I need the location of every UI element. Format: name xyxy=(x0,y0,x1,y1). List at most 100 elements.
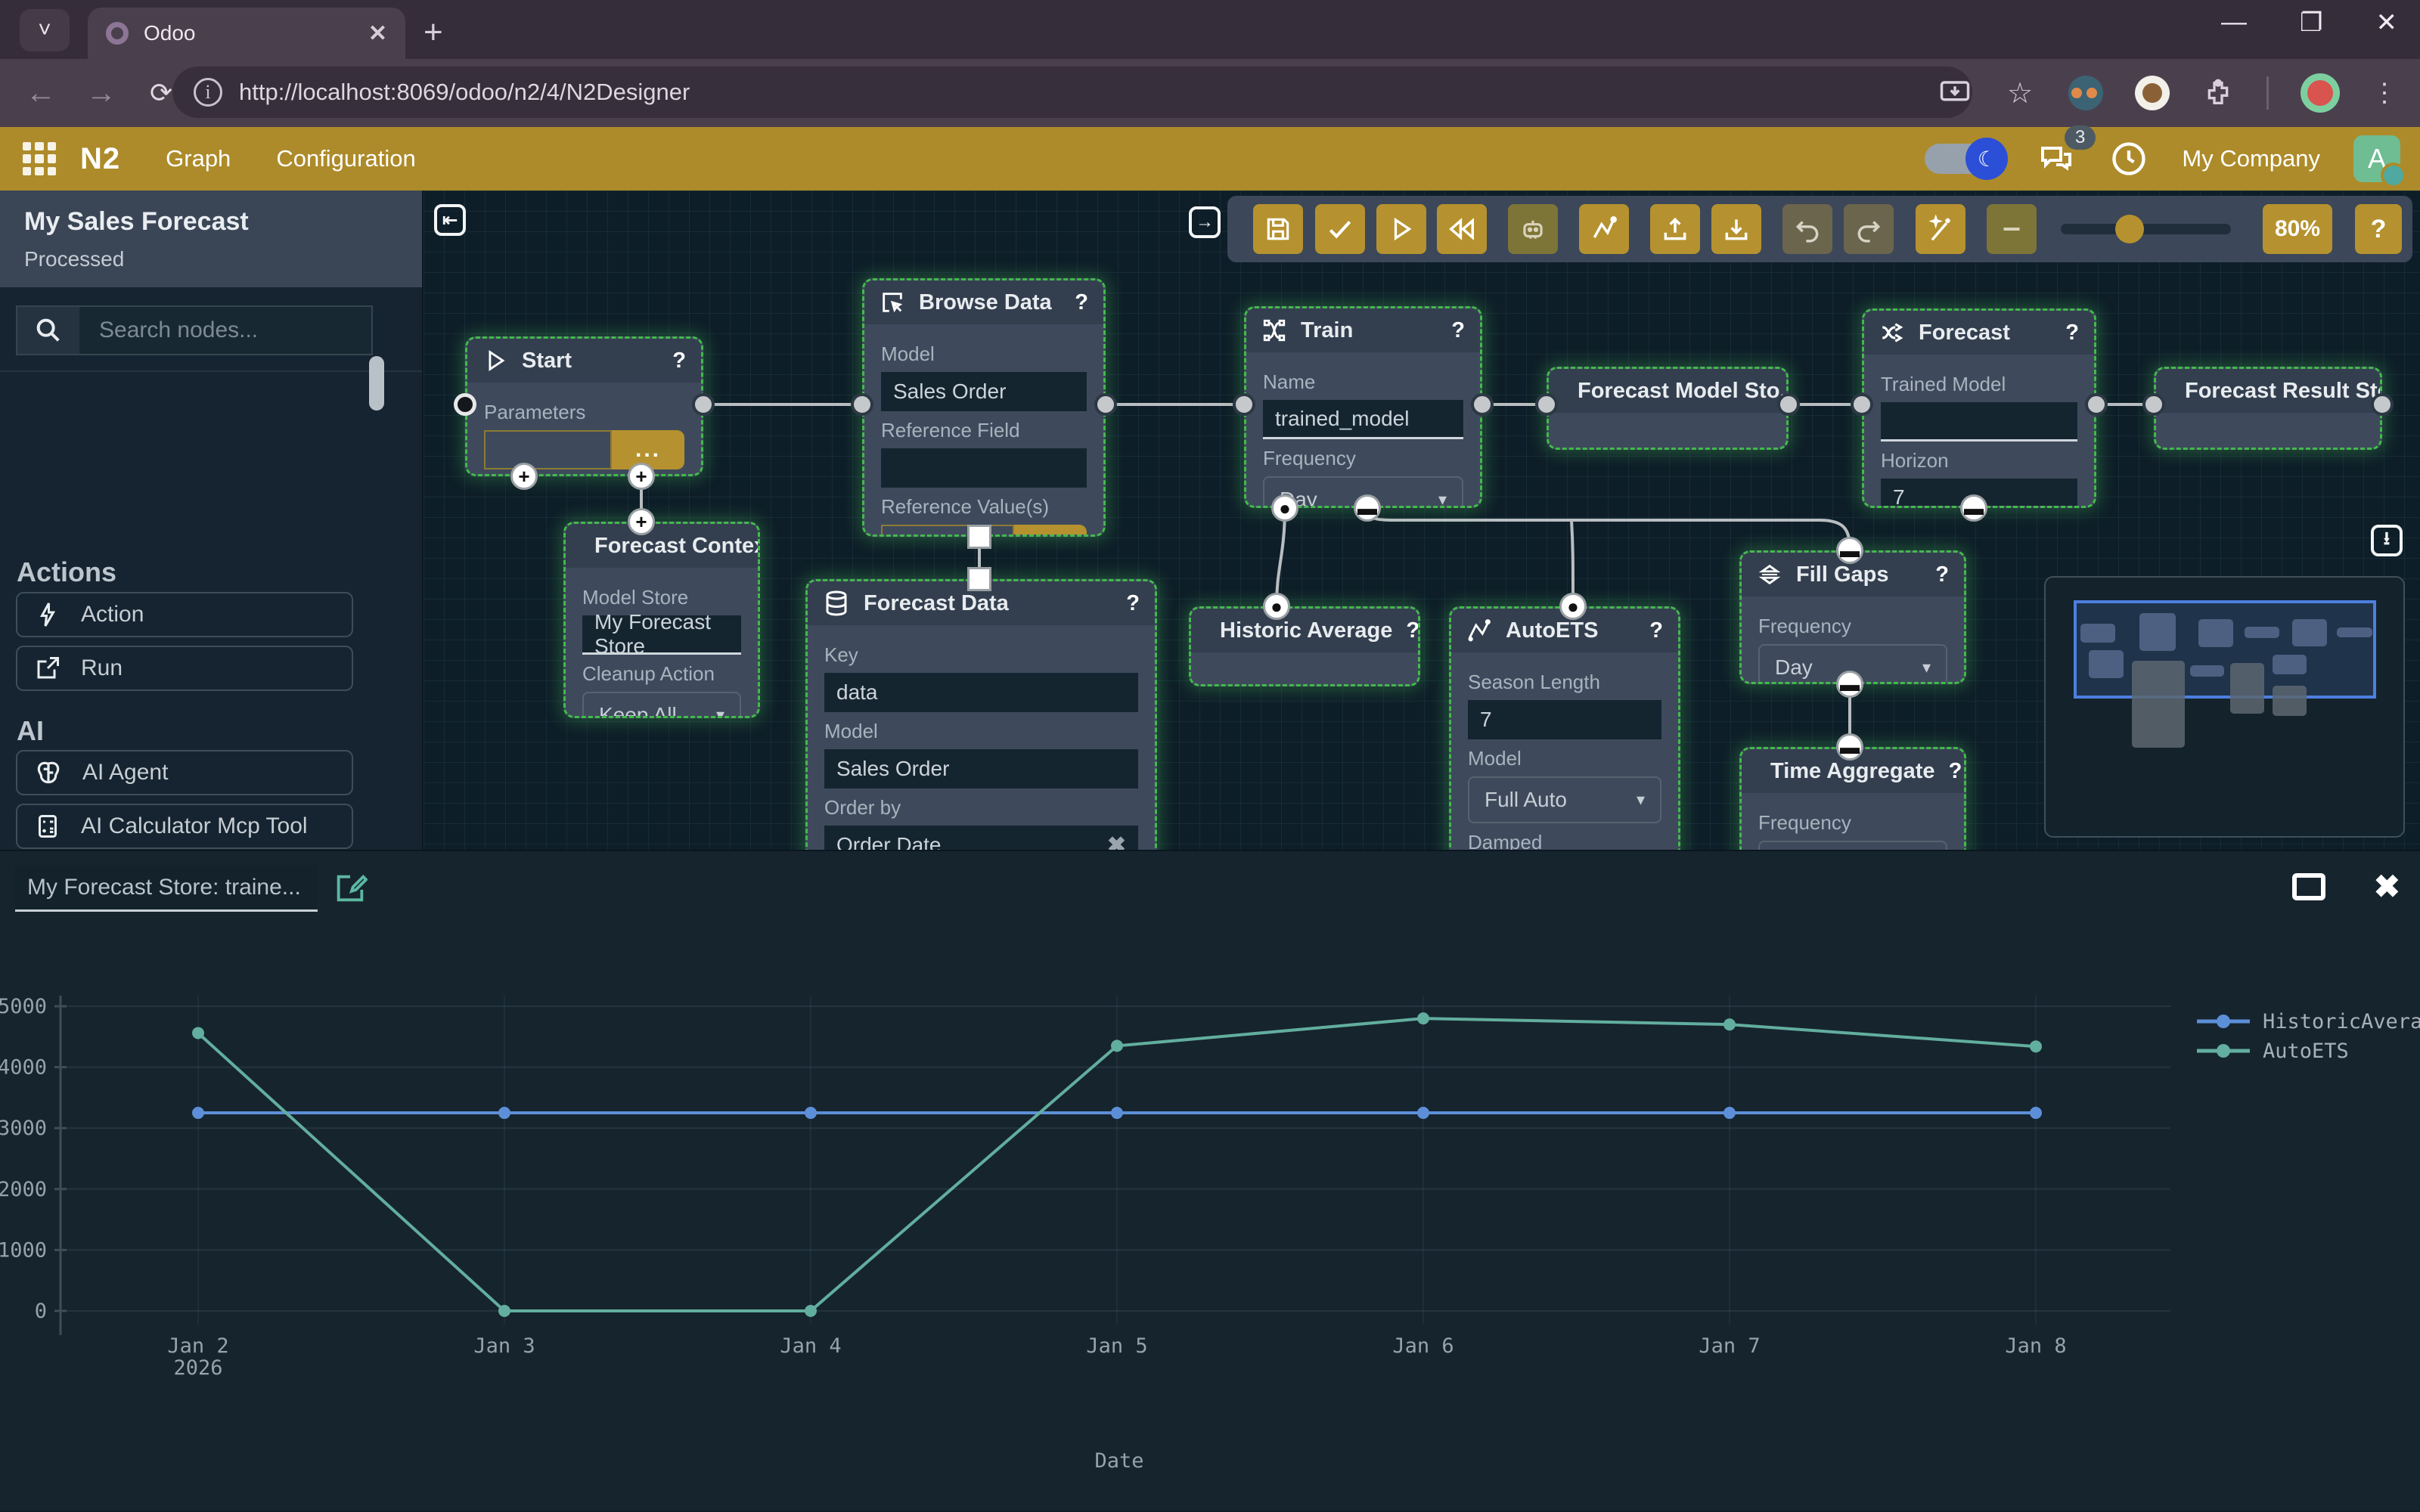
user-avatar[interactable]: A xyxy=(2353,135,2400,182)
window-restore-button[interactable]: ❐ xyxy=(2300,8,2322,38)
port-crosshair[interactable]: + xyxy=(628,463,655,490)
node-help[interactable]: ? xyxy=(2065,321,2079,345)
clear-icon[interactable]: ✖ xyxy=(1107,832,1126,850)
port-browse-in[interactable] xyxy=(851,393,873,416)
activities-clock-icon[interactable] xyxy=(2109,139,2149,178)
port-forecast-out[interactable] xyxy=(2085,393,2108,416)
install-app-icon[interactable] xyxy=(1938,76,1972,110)
port-minus[interactable]: ▬ xyxy=(1836,671,1863,698)
port-minus[interactable]: ▬ xyxy=(1354,494,1381,522)
store-name-input[interactable]: My Forecast Store: traine... xyxy=(15,865,318,912)
minimap-viewport[interactable] xyxy=(2074,600,2376,699)
port-forecast-in[interactable] xyxy=(1851,393,1873,416)
menu-graph[interactable]: Graph xyxy=(166,145,231,172)
extension-avatar-icon[interactable] xyxy=(2068,76,2103,110)
port-model-store-in[interactable] xyxy=(1535,393,1558,416)
tab-search-chevron-icon[interactable]: ˅ xyxy=(20,9,70,51)
port-dot[interactable]: ● xyxy=(1263,593,1290,620)
node-start[interactable]: Start ? Parameters ... xyxy=(465,336,703,476)
sidebar-item-action[interactable]: Action xyxy=(16,592,353,637)
close-panel-icon[interactable]: ✖ xyxy=(2374,868,2400,905)
ellipsis-button[interactable]: ... xyxy=(1014,525,1087,537)
ellipsis-button[interactable]: ... xyxy=(612,430,684,469)
reload-button[interactable]: ⟳ xyxy=(150,77,172,109)
browser-menu-icon[interactable]: ⋮ xyxy=(2372,78,2397,108)
sidebar-item-ai-calculator[interactable]: AI Calculator Mcp Tool xyxy=(16,804,353,849)
window-minimize-button[interactable]: — xyxy=(2221,8,2247,38)
dark-mode-toggle[interactable]: ☾ xyxy=(1925,144,2003,174)
search-input[interactable]: Search nodes... xyxy=(16,305,373,355)
node-help[interactable]: ? xyxy=(1949,759,1962,784)
edit-pencil-icon[interactable] xyxy=(333,871,368,906)
node-forecast[interactable]: Forecast ? Trained Model Horizon 7 xyxy=(1862,308,2096,508)
menu-configuration[interactable]: Configuration xyxy=(276,145,415,172)
node-forecast-data[interactable]: Forecast Data ? Key data Model Sales Ord… xyxy=(805,579,1157,850)
cleanup-action-select[interactable]: Keep All▾ xyxy=(582,692,741,718)
node-time-aggregate[interactable]: Time Aggregate ? Frequency Day▾ xyxy=(1739,747,1966,850)
window-close-button[interactable]: ✕ xyxy=(2376,8,2398,38)
apps-grid-icon[interactable] xyxy=(23,142,56,175)
port-dot[interactable]: ● xyxy=(1271,494,1298,522)
node-help[interactable]: ? xyxy=(672,349,686,373)
port-minus[interactable]: ▬ xyxy=(1836,733,1863,761)
node-help[interactable]: ? xyxy=(1935,562,1949,587)
app-brand[interactable]: N2 xyxy=(80,142,120,176)
port-train-out[interactable] xyxy=(1471,393,1494,416)
browser-tab[interactable]: Odoo ✕ xyxy=(88,8,405,59)
sidebar-item-ai-agent[interactable]: AI Agent xyxy=(16,750,353,795)
company-name[interactable]: My Company xyxy=(2182,145,2320,172)
messages-icon[interactable]: 3 xyxy=(2037,141,2076,177)
node-fill-gaps[interactable]: Fill Gaps ? Frequency Day▾ xyxy=(1739,550,1966,684)
model-store-input[interactable]: My Forecast Store xyxy=(582,615,741,655)
port-crosshair[interactable]: + xyxy=(628,508,655,535)
node-help[interactable]: ? xyxy=(1406,618,1419,643)
node-forecast-context[interactable]: Forecast Context ? Model Store My Foreca… xyxy=(563,522,760,718)
reference-field-input[interactable] xyxy=(881,448,1087,488)
url-bar[interactable]: i http://localhost:8069/odoo/n2/4/N2Desi… xyxy=(172,67,1972,118)
port-minus[interactable]: ▬ xyxy=(1960,494,1987,522)
node-train[interactable]: Train ? Name trained_model Frequency Day… xyxy=(1244,306,1482,508)
site-info-icon[interactable]: i xyxy=(194,78,222,107)
node-historic-average[interactable]: Historic Average ? xyxy=(1189,606,1420,686)
reference-values-input[interactable] xyxy=(881,525,1014,537)
model-input[interactable]: Sales Order xyxy=(824,749,1138,789)
tab-close-icon[interactable]: ✕ xyxy=(368,20,387,47)
bookmark-star-icon[interactable]: ☆ xyxy=(2003,76,2037,110)
sidebar-scrollbar[interactable] xyxy=(369,356,384,411)
node-browse-data[interactable]: Browse Data ? Model Sales Order Referenc… xyxy=(862,278,1106,537)
node-forecast-model-store[interactable]: Forecast Model Sto... ? xyxy=(1547,367,1789,450)
node-help[interactable]: ? xyxy=(1126,591,1140,616)
port-model-store-out[interactable] xyxy=(1777,393,1800,416)
port-result-store-in[interactable] xyxy=(2142,393,2165,416)
maximize-panel-icon[interactable] xyxy=(2292,873,2325,900)
port-start-in[interactable] xyxy=(454,393,476,416)
extension-avatar-icon[interactable] xyxy=(2135,76,2170,110)
port-train-in[interactable] xyxy=(1233,393,1255,416)
name-input[interactable]: trained_model xyxy=(1263,400,1463,439)
forward-button[interactable]: → xyxy=(86,76,116,110)
port-square[interactable] xyxy=(967,525,991,549)
port-result-store-out[interactable] xyxy=(2371,393,2394,416)
port-start-out[interactable] xyxy=(692,393,715,416)
trained-model-input[interactable] xyxy=(1881,402,2077,442)
node-help[interactable]: ? xyxy=(1075,290,1088,315)
profile-avatar[interactable] xyxy=(2301,73,2340,113)
back-button[interactable]: ← xyxy=(26,76,56,110)
node-autoets[interactable]: AutoETS ? Season Length 7 Model Full Aut… xyxy=(1449,606,1680,850)
order-by-input[interactable]: Order Date✖ xyxy=(824,826,1138,850)
model-select[interactable]: Full Auto▾ xyxy=(1468,776,1661,823)
port-dot[interactable]: ● xyxy=(1559,593,1587,620)
frequency-select[interactable]: Day▾ xyxy=(1758,841,1947,850)
graph-canvas[interactable]: ⇤ → ⭳ 80% ? xyxy=(424,191,2420,850)
port-square[interactable] xyxy=(967,567,991,591)
port-minus[interactable]: ▬ xyxy=(1836,537,1863,564)
node-help[interactable]: ? xyxy=(1451,318,1465,343)
season-length-input[interactable]: 7 xyxy=(1468,700,1661,739)
node-help[interactable]: ? xyxy=(1649,618,1663,643)
parameters-input[interactable] xyxy=(484,430,612,469)
sidebar-item-run[interactable]: Run xyxy=(16,646,353,691)
model-input[interactable]: Sales Order xyxy=(881,372,1087,411)
extensions-puzzle-icon[interactable] xyxy=(2201,76,2235,110)
key-input[interactable]: data xyxy=(824,673,1138,712)
new-tab-button[interactable]: + xyxy=(424,14,443,51)
